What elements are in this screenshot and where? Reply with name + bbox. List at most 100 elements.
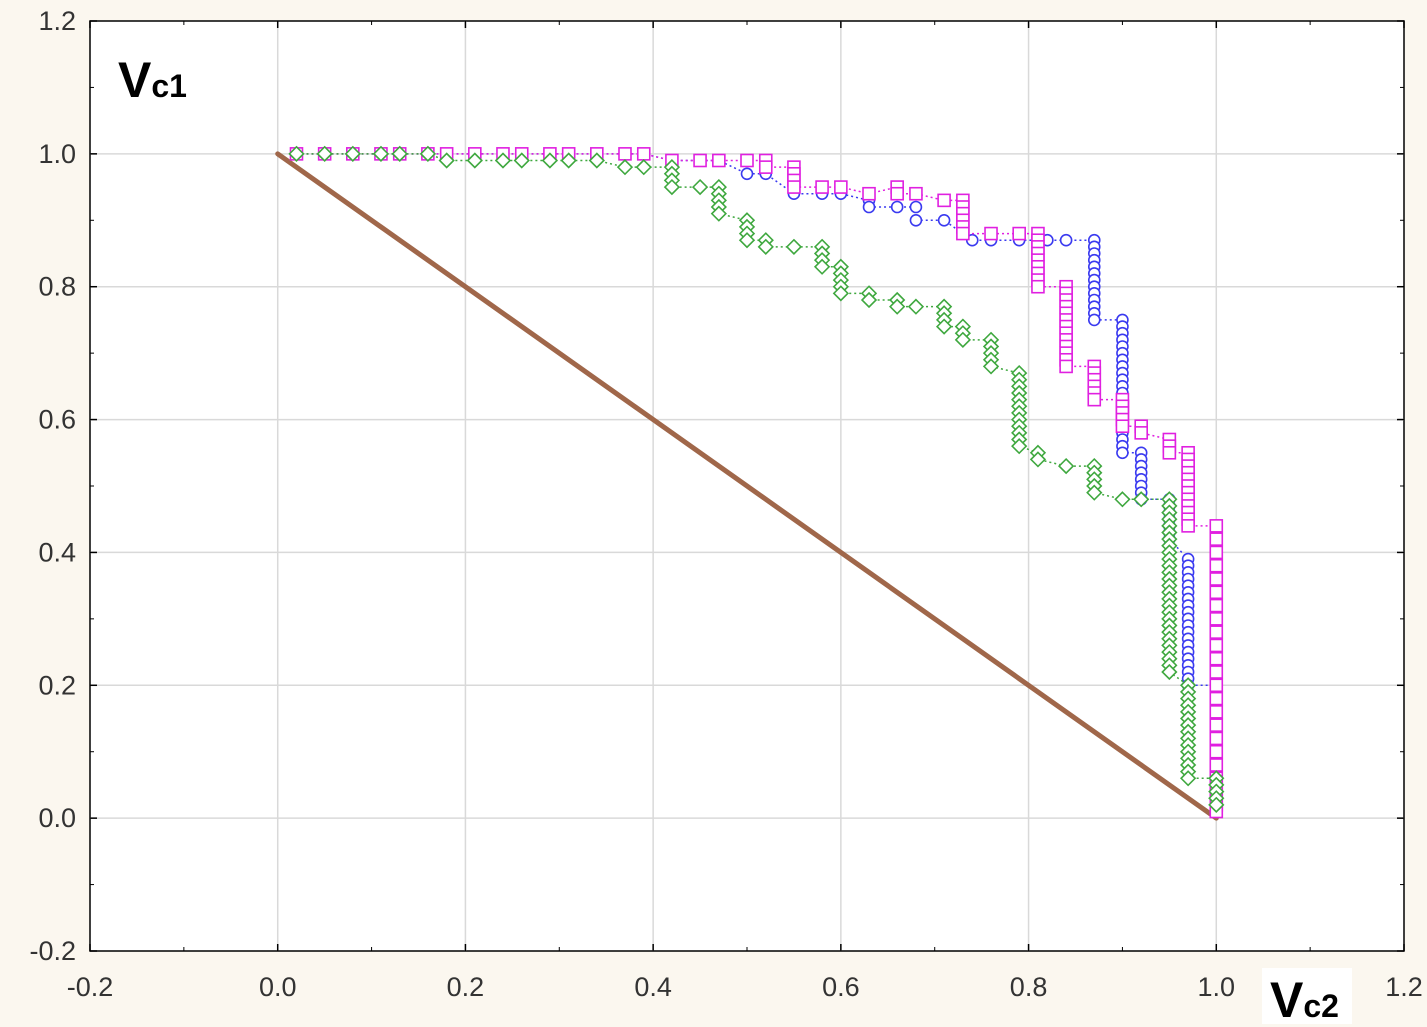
diamond-point [907,298,925,315]
square-point [1209,705,1224,719]
diamond-point [757,238,774,255]
diamond-point [813,258,831,275]
square-point [787,180,801,194]
square-point [890,186,904,201]
diamond-point [588,152,605,169]
diamond-point [560,152,577,169]
square-point [1209,744,1224,759]
x-axis-title-sub: c2 [1303,988,1339,1024]
square-point [1209,598,1224,613]
diamond-point [541,152,559,169]
square-point [1209,678,1224,693]
x-axis-title: Vc2 [1270,972,1339,1027]
y-axis-title-sub: c1 [151,68,187,104]
reference-line [275,151,1219,821]
square-point [1209,519,1224,533]
circle-point [1087,313,1101,327]
square-point [1162,445,1177,460]
circle-point [740,167,754,181]
diamond-point [691,178,709,196]
square-point [1115,419,1130,434]
square-point [1031,279,1045,294]
circle-point [1059,233,1073,247]
x-axis-title-backdrop [1262,968,1352,1024]
square-point [1209,638,1224,653]
diamond-point [935,318,953,335]
circle-point [909,213,923,227]
square-point [1209,691,1224,706]
square-point [1209,651,1224,666]
diamond-point [494,152,512,169]
grid-lines [90,21,1404,951]
data-series [288,145,1225,819]
square-point [862,186,876,201]
diamond-point [391,145,408,162]
diamond-point [1133,491,1150,508]
square-point [1209,612,1224,626]
x-axis-tick-labels: -0.2 0.0 0.2 0.4 0.6 0.8 1.0 1.2 [67,972,1423,1002]
y-tick-label: 1.2 [38,6,76,36]
y-tick-label: 0.8 [38,272,76,302]
x-tick-label: 0.4 [634,972,672,1002]
square-point [693,153,707,168]
x-axis-title-main: V [1270,972,1304,1027]
square-point [937,193,951,208]
square-point [712,153,726,168]
y-axis-title-main: V [118,52,152,108]
y-tick-label: 1.0 [38,139,76,169]
reference-diagonal-line [275,151,1219,821]
y-tick-label: 0.0 [38,803,76,833]
x-tick-label: 1.2 [1385,972,1423,1002]
diamond-point [1179,770,1197,787]
x-tick-label: 0.8 [1010,972,1048,1002]
series-diamond [288,145,1225,813]
square-point [1209,558,1224,573]
diamond-point [1161,663,1178,681]
square-point [834,180,848,194]
diamond-point [438,152,455,169]
diamond-point [513,152,530,169]
axis-ticks [89,20,1405,952]
diamond-point [616,159,634,176]
diamond-point [466,152,483,169]
y-tick-label: -0.2 [29,936,76,966]
diamond-point [1057,457,1075,475]
circle-point [937,213,951,227]
square-point [1209,625,1224,639]
square-point [1134,426,1148,440]
square-point [636,147,651,161]
y-axis-title: Vc1 [118,52,187,108]
square-point [1209,718,1224,732]
circle-point [862,200,876,214]
y-tick-label: 0.4 [38,537,76,567]
square-point [1209,665,1224,679]
diamond-point [1086,484,1103,501]
diamond-point [889,298,906,315]
square-point [1209,532,1224,546]
circle-point [890,200,904,214]
square-point [1209,585,1224,600]
y-tick-label: 0.6 [38,405,76,435]
square-point [1209,545,1224,560]
diamond-point [663,178,681,196]
diamond-point [419,145,437,162]
circle-point [909,200,923,214]
diamond-point [710,205,727,222]
square-point [1087,392,1102,407]
diamond-point [288,145,305,162]
circle-point [1116,446,1129,460]
square-point [984,226,998,241]
diamond-point [1011,438,1028,455]
square-point [1209,731,1224,746]
diamond-point [344,145,361,162]
square-point [618,147,632,161]
square-point [1209,572,1224,586]
x-tick-label: -0.2 [67,972,114,1002]
diamond-point [860,291,878,309]
square-point [956,226,970,241]
diamond-point [372,145,390,162]
square-point [1012,226,1026,241]
x-tick-label: 0.0 [259,972,297,1002]
square-point [1059,359,1073,374]
